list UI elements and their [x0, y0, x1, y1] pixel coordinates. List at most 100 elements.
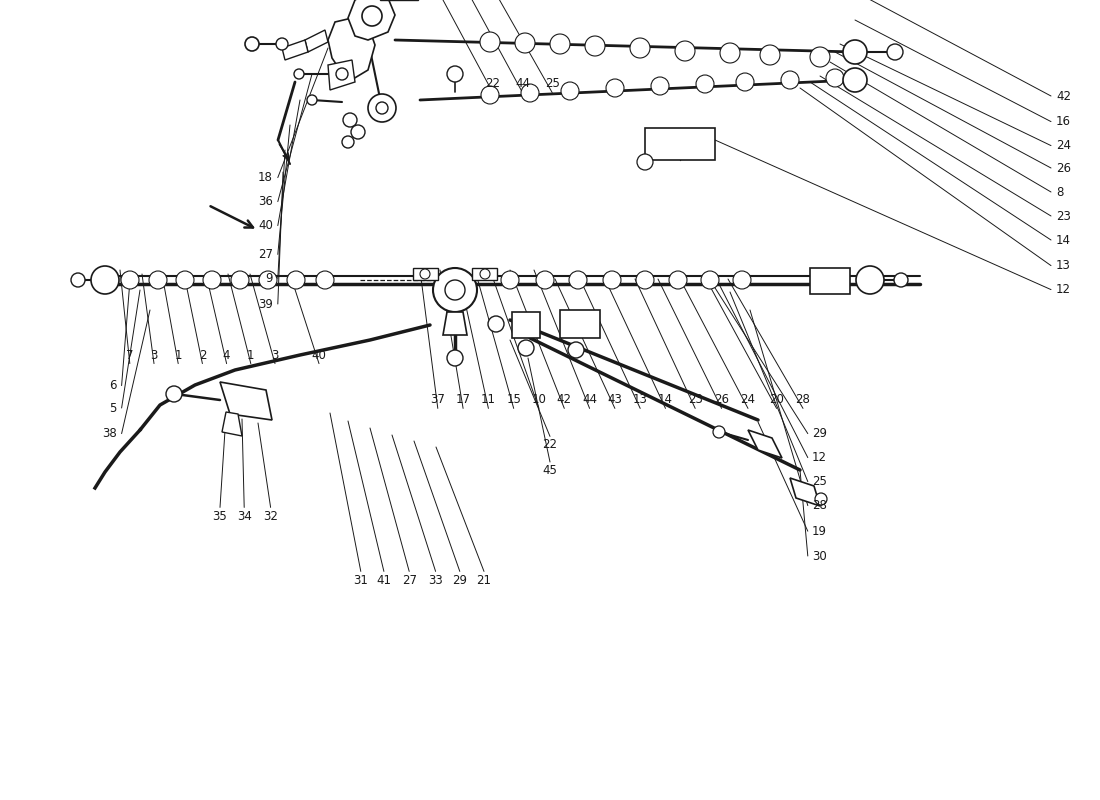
- Text: 35: 35: [212, 510, 228, 523]
- Circle shape: [362, 6, 382, 26]
- Circle shape: [826, 69, 844, 87]
- Text: 40: 40: [311, 349, 327, 362]
- Circle shape: [500, 271, 519, 289]
- Circle shape: [894, 273, 908, 287]
- Text: 22: 22: [485, 77, 501, 90]
- Text: 30: 30: [812, 550, 826, 562]
- Text: 1: 1: [248, 349, 254, 362]
- Circle shape: [148, 271, 167, 289]
- Circle shape: [420, 269, 430, 279]
- Text: 7: 7: [126, 349, 133, 362]
- Text: 26: 26: [1056, 162, 1071, 174]
- Text: 12: 12: [812, 451, 827, 464]
- Text: 2: 2: [199, 349, 206, 362]
- Text: 9: 9: [265, 272, 273, 285]
- Text: 21: 21: [476, 574, 492, 587]
- Text: 27: 27: [402, 574, 417, 587]
- Text: 45: 45: [542, 464, 558, 477]
- Text: 20: 20: [769, 394, 784, 406]
- Polygon shape: [282, 40, 308, 60]
- Text: 27: 27: [257, 248, 273, 261]
- Circle shape: [733, 271, 751, 289]
- Circle shape: [342, 136, 354, 148]
- Text: 40: 40: [257, 219, 273, 232]
- Bar: [645, 128, 715, 160]
- Circle shape: [368, 94, 396, 122]
- Circle shape: [480, 32, 501, 52]
- Text: 41: 41: [376, 574, 392, 587]
- Circle shape: [166, 386, 182, 402]
- Circle shape: [480, 269, 490, 279]
- Circle shape: [760, 45, 780, 65]
- Text: 24: 24: [1056, 139, 1071, 152]
- Circle shape: [481, 86, 499, 104]
- Polygon shape: [512, 312, 540, 338]
- Text: 44: 44: [515, 77, 530, 90]
- Text: 4: 4: [223, 349, 230, 362]
- Circle shape: [585, 36, 605, 56]
- Polygon shape: [790, 478, 820, 506]
- Circle shape: [316, 271, 334, 289]
- Circle shape: [447, 350, 463, 366]
- Circle shape: [669, 271, 688, 289]
- Polygon shape: [472, 268, 497, 280]
- Circle shape: [307, 95, 317, 105]
- Text: 25: 25: [812, 475, 827, 488]
- Circle shape: [651, 77, 669, 95]
- Circle shape: [736, 73, 754, 91]
- Circle shape: [294, 69, 304, 79]
- Circle shape: [675, 41, 695, 61]
- Text: 33: 33: [428, 574, 443, 587]
- Polygon shape: [810, 268, 850, 294]
- Polygon shape: [328, 60, 355, 90]
- Text: 36: 36: [257, 195, 273, 208]
- Polygon shape: [220, 382, 272, 420]
- Text: 5: 5: [109, 402, 117, 414]
- Text: 28: 28: [812, 499, 827, 512]
- Text: 24: 24: [740, 394, 756, 406]
- Text: 29: 29: [452, 574, 468, 587]
- Circle shape: [603, 271, 622, 289]
- Circle shape: [568, 342, 584, 358]
- Circle shape: [856, 266, 884, 294]
- Text: 3: 3: [272, 349, 278, 362]
- Circle shape: [336, 68, 348, 80]
- Text: 26: 26: [714, 394, 729, 406]
- Circle shape: [91, 266, 119, 294]
- Text: 23: 23: [1056, 210, 1071, 222]
- Circle shape: [561, 82, 579, 100]
- Text: 43: 43: [607, 394, 623, 406]
- Text: 22: 22: [542, 438, 558, 451]
- Text: 39: 39: [257, 298, 273, 310]
- Text: 12: 12: [1056, 283, 1071, 296]
- Circle shape: [843, 68, 867, 92]
- Polygon shape: [222, 412, 242, 436]
- Polygon shape: [305, 30, 328, 52]
- Circle shape: [696, 75, 714, 93]
- Text: 28: 28: [795, 394, 811, 406]
- Text: 17: 17: [455, 394, 471, 406]
- Text: 32: 32: [263, 510, 278, 523]
- Text: 15: 15: [506, 394, 521, 406]
- Text: 37: 37: [430, 394, 446, 406]
- Polygon shape: [443, 312, 468, 335]
- Text: 25: 25: [544, 77, 560, 90]
- Circle shape: [204, 271, 221, 289]
- Circle shape: [713, 426, 725, 438]
- Text: 8: 8: [1056, 186, 1064, 198]
- Text: 13: 13: [1056, 259, 1071, 272]
- Circle shape: [433, 268, 477, 312]
- Text: 18: 18: [257, 171, 273, 184]
- Circle shape: [446, 280, 465, 300]
- Polygon shape: [348, 0, 395, 40]
- Text: 14: 14: [658, 394, 673, 406]
- Polygon shape: [412, 268, 438, 280]
- Circle shape: [720, 43, 740, 63]
- Text: 29: 29: [812, 427, 827, 440]
- Circle shape: [810, 47, 830, 67]
- Circle shape: [72, 273, 85, 287]
- Circle shape: [376, 102, 388, 114]
- Text: 13: 13: [632, 394, 648, 406]
- Text: 6: 6: [109, 379, 117, 392]
- Text: 34: 34: [236, 510, 252, 523]
